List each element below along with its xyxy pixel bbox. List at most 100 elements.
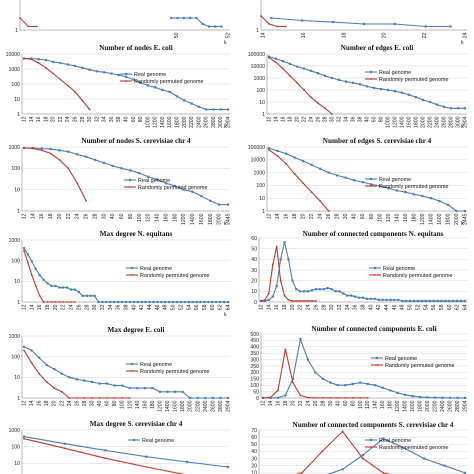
data-point-real (68, 376, 71, 379)
data-point-real (132, 78, 135, 81)
data-point-real (271, 295, 274, 298)
y-tick-label: 20 (251, 464, 257, 470)
data-point-real (200, 194, 203, 198)
y-tick-label: 100 (11, 444, 20, 450)
data-point-real (62, 286, 65, 289)
x-tick-label: 30 (330, 116, 336, 122)
data-point-real (158, 390, 162, 393)
data-point-real (173, 184, 176, 188)
x-tick-label: 2000 (188, 400, 194, 412)
x-tick-label: 14 (274, 116, 280, 122)
data-point-real (301, 159, 305, 163)
data-point-permuted (68, 397, 71, 399)
data-point-real (318, 288, 321, 291)
legend-marker-real (124, 72, 128, 76)
data-point-real (393, 90, 397, 93)
y-tick-label: 70 (251, 428, 257, 434)
data-point-real (440, 299, 443, 303)
data-point-permuted (284, 25, 287, 28)
data-point-real (344, 80, 348, 83)
data-point-real (344, 176, 347, 179)
data-point-real (438, 199, 441, 203)
data-point-permuted (315, 300, 317, 302)
data-point-real (170, 16, 173, 20)
x-tick-label: 28 (321, 304, 327, 310)
series-line-permuted (23, 147, 87, 202)
x-tick-label: 30 (87, 116, 93, 122)
legend-label-real: Real genome (140, 362, 172, 368)
y-tick-label: 10 (251, 289, 257, 295)
x-tick-label: 2400 (435, 116, 441, 128)
data-point-permuted (53, 387, 56, 390)
x-tick-label: 32 (337, 116, 343, 122)
data-point-real (341, 468, 344, 471)
legend-marker-real (130, 266, 134, 270)
data-point-permuted (300, 471, 303, 474)
y-tick-label: 1000 (8, 334, 20, 340)
x-tick-label: 26 (84, 213, 90, 219)
y-tick-label: 1 (262, 209, 265, 215)
data-point-real (183, 300, 186, 304)
y-tick-label: 250 (250, 364, 259, 370)
chart-title: Number of nodes S. cerevisiae chr 4 (81, 137, 191, 145)
x-tick-label: 46 (392, 304, 398, 310)
data-point-real (197, 105, 200, 108)
data-point-real (104, 449, 107, 452)
x-tick-label: 3000 (218, 116, 224, 128)
chart-title: Max degree S. cerevisiae chr 4 (90, 420, 183, 428)
data-point-real (361, 296, 365, 299)
x-tick-label: 54 (423, 304, 429, 310)
x-tick-label: 80 (138, 116, 144, 122)
x-tick-label: 56 (431, 304, 437, 310)
data-point-permuted (317, 102, 319, 105)
x-tick-label: 2800 (449, 116, 455, 128)
data-point-real (103, 71, 106, 74)
data-point-permuted (264, 298, 266, 301)
data-point-real (463, 209, 467, 213)
y-tick-label: 100000 (248, 145, 265, 151)
chart-panel-p8: 1 10 100 1000 12 14 16 18 20 22 24 26 28 30 40 60 80 100 1… (0, 326, 237, 416)
x-tick-label: 40 (110, 213, 116, 219)
x-tick-label: 30 (90, 400, 96, 406)
data-point-real (182, 188, 185, 191)
y-tick-label: 200 (250, 370, 259, 376)
data-point-permuted (299, 300, 302, 302)
data-point-real (463, 471, 467, 474)
data-point-real (93, 158, 97, 161)
y-tick-label: 50 (251, 442, 257, 448)
legend-label-permuted: Randomly permuted genome (140, 273, 210, 279)
data-point-permuted (52, 72, 55, 75)
data-point-permuted (128, 397, 131, 399)
y-tick-label: 10 (259, 100, 265, 106)
x-tick-label: 2000 (421, 116, 427, 128)
data-point-real (342, 292, 345, 295)
data-point-permuted (292, 381, 294, 384)
data-point-real (190, 102, 193, 105)
data-point-permuted (275, 61, 277, 64)
x-tick-label: 26 (326, 213, 332, 219)
data-point-real (226, 203, 230, 206)
data-point-real (38, 356, 41, 359)
legend-marker-permuted (125, 80, 127, 82)
data-point-real (189, 16, 192, 20)
data-point-real (181, 390, 184, 393)
data-point-real (105, 300, 108, 304)
x-tick-label: 52 (226, 32, 232, 38)
data-point-real (291, 279, 294, 282)
data-point-real (408, 299, 412, 303)
series-line-permuted (268, 149, 330, 212)
data-point-permuted (58, 158, 61, 161)
x-tick-label: 1600 (167, 116, 173, 128)
y-tick-label: 100 (250, 383, 259, 389)
x-tick-label: 34 (102, 116, 108, 122)
y-tick-label: 10000 (251, 64, 266, 70)
x-tick-label: 2000 (182, 116, 188, 128)
x-tick-label: 24 (75, 213, 81, 219)
data-point-real (196, 396, 199, 400)
data-point-real (424, 299, 427, 303)
data-point-permuted (262, 396, 264, 399)
x-tick-label: 26 (313, 304, 319, 310)
x-tick-label: 60 (343, 400, 349, 406)
data-point-permuted (296, 81, 298, 84)
x-tick-label: 26 (316, 116, 322, 122)
